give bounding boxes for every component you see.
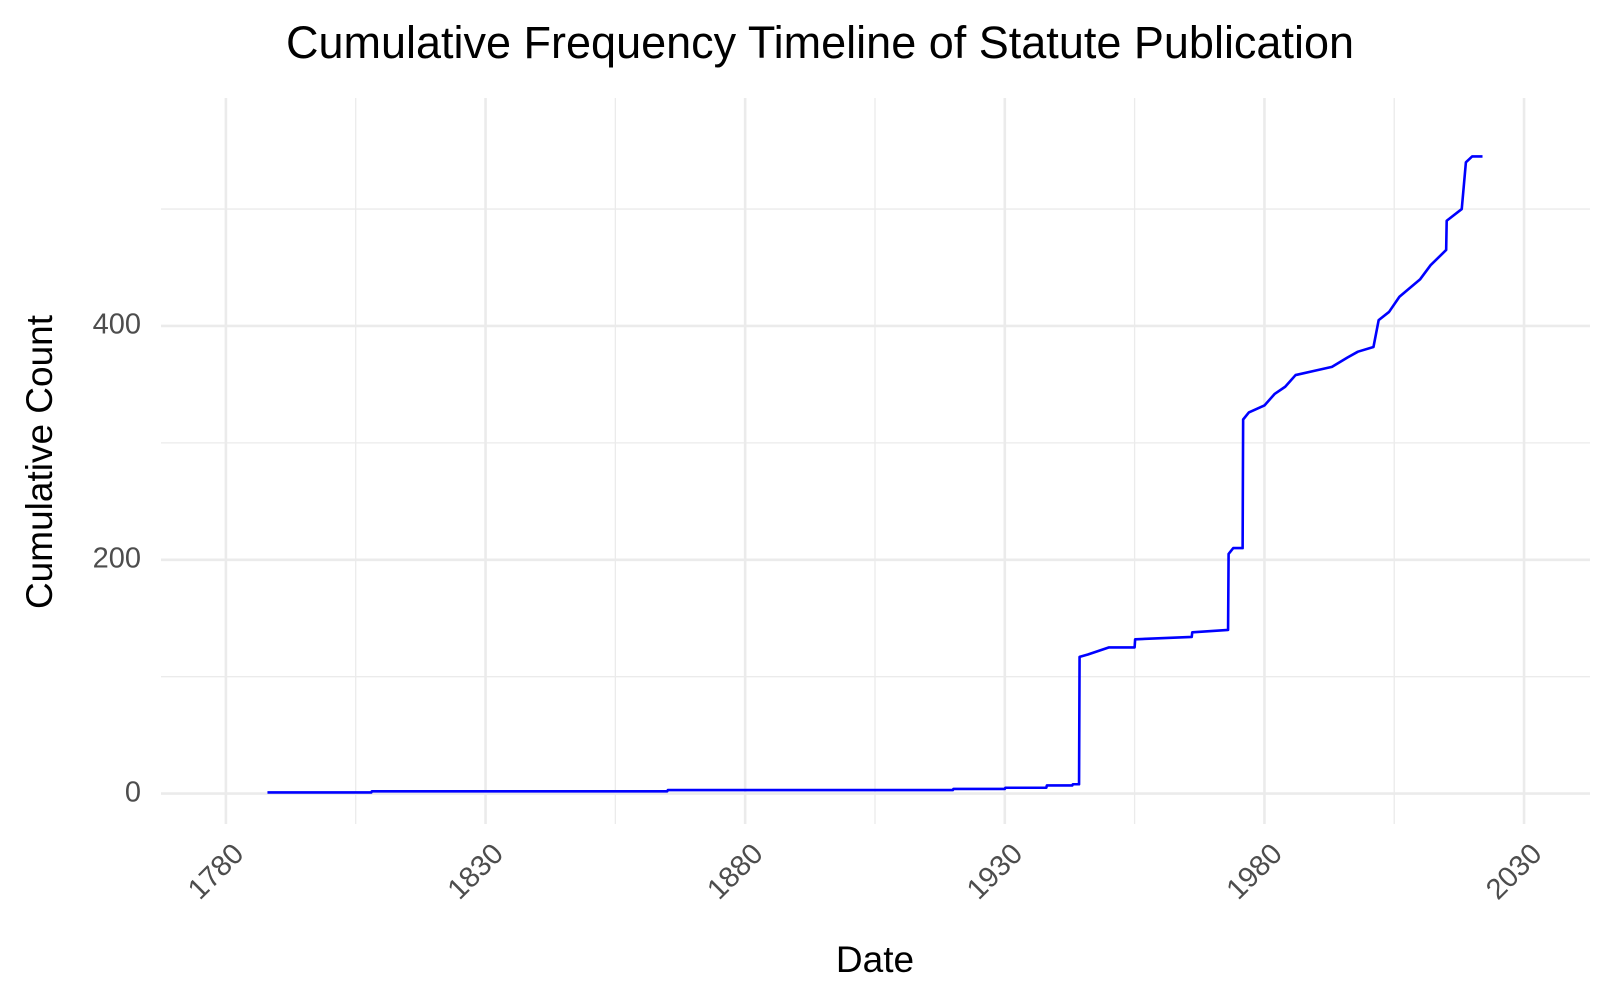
- x-tick-label: 1780: [182, 838, 250, 906]
- chart-title: Cumulative Frequency Timeline of Statute…: [286, 17, 1354, 68]
- y-axis-title: Cumulative Count: [19, 314, 60, 609]
- y-tick-label: 200: [93, 542, 141, 574]
- x-tick-label: 2030: [1480, 838, 1548, 906]
- x-tick-label: 1830: [442, 838, 510, 906]
- grid: [161, 98, 1590, 824]
- y-tick-label: 400: [93, 309, 141, 341]
- x-tick-label: 1980: [1221, 838, 1289, 906]
- x-tick-label: 1930: [961, 838, 1029, 906]
- x-axis-title: Date: [836, 939, 914, 980]
- x-tick-label: 1880: [701, 838, 769, 906]
- y-tick-label: 0: [125, 776, 141, 808]
- line-series: [267, 155, 1483, 794]
